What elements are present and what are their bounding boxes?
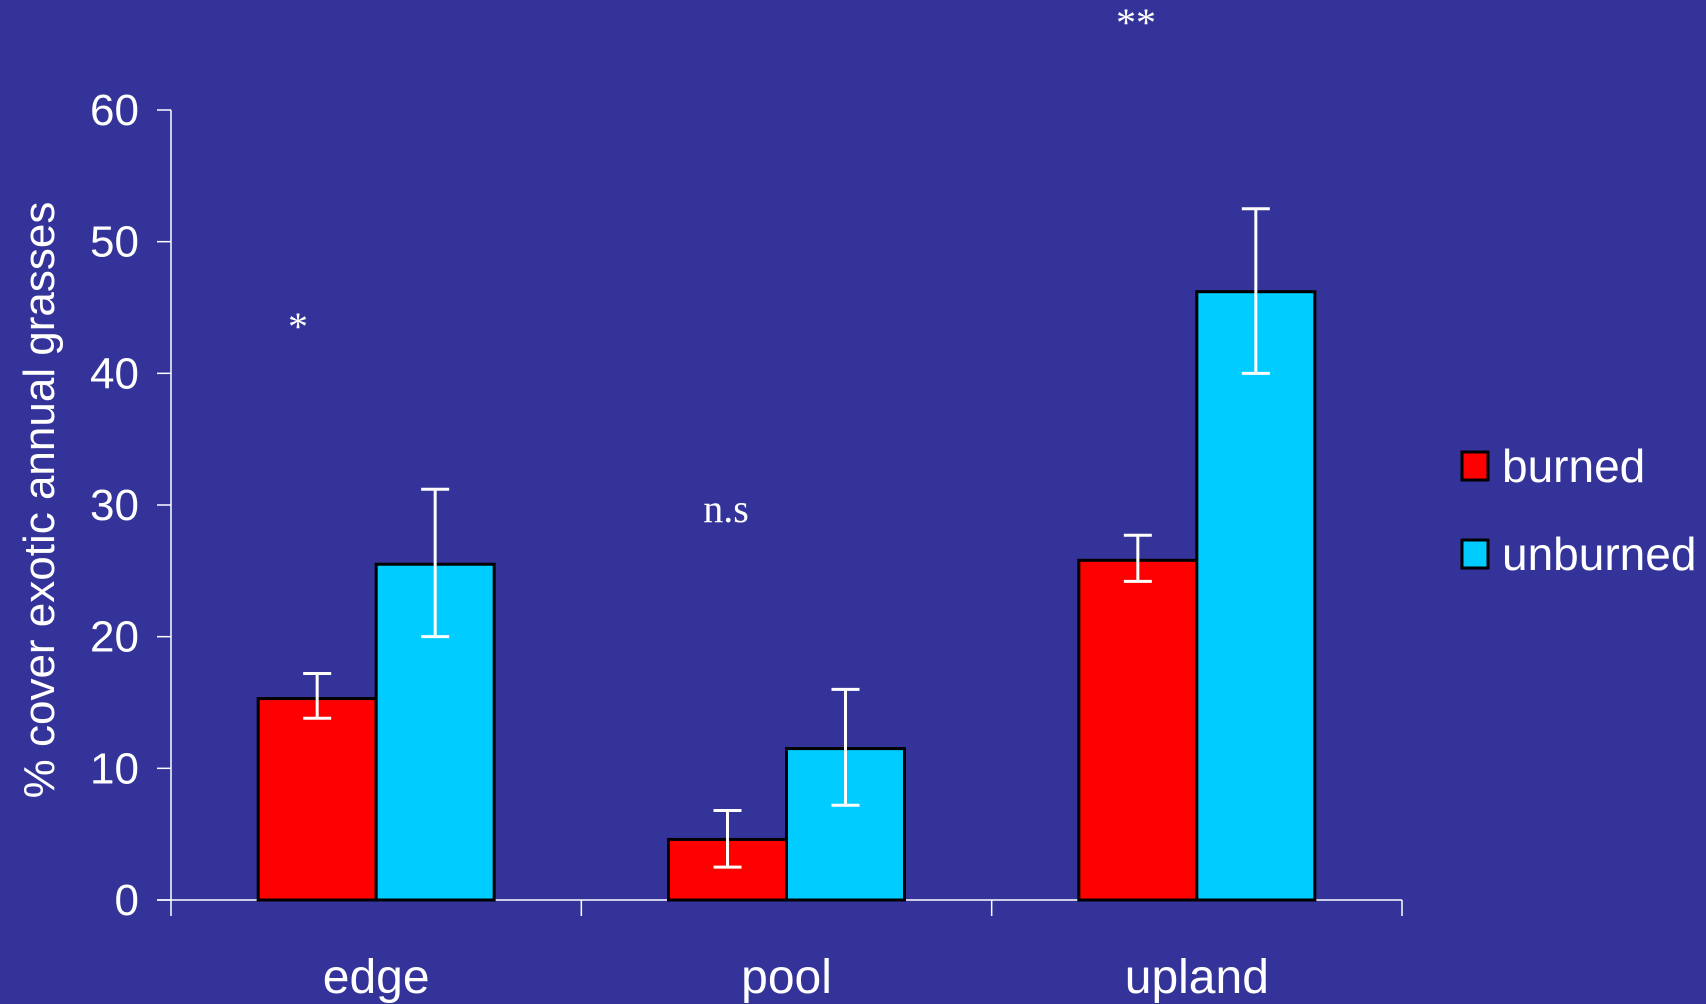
y-tick-label: 0 <box>115 876 139 925</box>
x-category-label: edge <box>323 951 430 1004</box>
y-axis-label: % cover exotic annual grasses <box>15 202 64 799</box>
bar-burned-edge <box>256 697 378 902</box>
y-tick-label: 10 <box>90 744 139 793</box>
legend-label-unburned: unburned <box>1502 528 1696 580</box>
error-bar-burned-upland <box>1123 533 1152 583</box>
bar-burned-upland <box>1077 558 1199 902</box>
error-bar-burned-pool <box>713 808 742 869</box>
legend: burned unburned <box>1460 440 1696 580</box>
error-bars <box>303 207 1270 869</box>
y-tick-label: 60 <box>90 86 139 135</box>
error-bar-unburned-pool <box>831 687 860 807</box>
bar-unburned-upland <box>1195 290 1317 902</box>
axes: 0 10 20 30 40 50 60 edge pool upland <box>90 86 1403 1004</box>
significance-label: n.s <box>703 486 749 531</box>
significance-label: * <box>288 304 308 349</box>
y-tick-label: 20 <box>90 613 139 662</box>
legend-swatch-burned <box>1460 450 1490 482</box>
y-tick-label: 50 <box>90 218 139 267</box>
x-category-label: upland <box>1125 951 1269 1004</box>
error-bar-burned-edge <box>303 672 332 720</box>
significance-label: ** <box>1116 0 1156 45</box>
significance-annotations: * n.s ** <box>288 0 1156 531</box>
x-category-label: pool <box>741 951 832 1004</box>
error-bar-unburned-edge <box>421 487 450 639</box>
bars <box>256 290 1317 902</box>
legend-swatch-unburned <box>1460 538 1490 570</box>
y-tick-label: 30 <box>90 481 139 530</box>
y-tick-label: 40 <box>90 349 139 398</box>
error-bar-unburned-upland <box>1241 207 1270 375</box>
legend-label-burned: burned <box>1502 440 1645 492</box>
